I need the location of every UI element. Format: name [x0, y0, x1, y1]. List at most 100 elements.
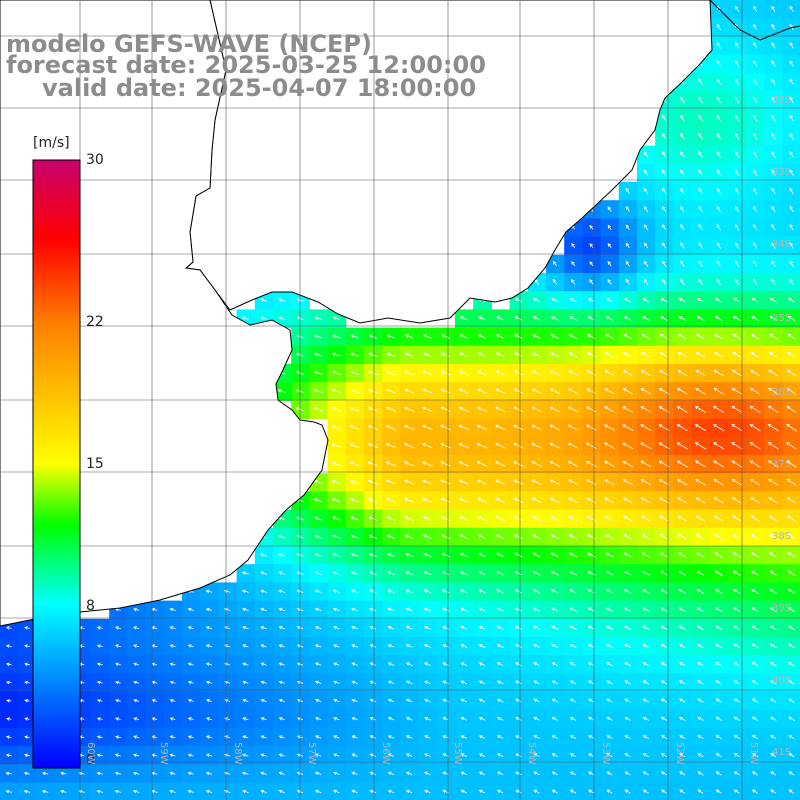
wind-arrow: [476, 424, 488, 431]
wind-arrow: [643, 169, 649, 176]
wind-arrow: [751, 607, 759, 613]
wind-arrow: [115, 717, 121, 721]
wind-arrow: [695, 515, 706, 522]
wind-arrow: [751, 588, 759, 594]
wind-arrow: [386, 370, 396, 376]
wind-arrow: [713, 369, 724, 377]
wind-arrow: [132, 771, 140, 776]
model-title: modelo GEFS-WAVE (NCEP): [6, 30, 372, 58]
wind-arrow: [460, 789, 468, 794]
wind-arrow: [585, 442, 597, 449]
wind-cell: [782, 509, 800, 529]
wind-arrow: [533, 717, 540, 721]
latitude-label: 35S: [772, 313, 792, 324]
wind-arrow: [496, 644, 504, 648]
wind-arrow: [623, 334, 632, 340]
wind-arrow: [642, 789, 649, 794]
wind-arrow: [478, 607, 486, 612]
wind-arrow: [568, 552, 578, 558]
wind-arrow: [333, 644, 340, 648]
wind-arrow: [731, 387, 743, 395]
wind-arrow: [696, 643, 704, 649]
wind-arrow: [187, 753, 194, 757]
wind-arrow: [169, 753, 176, 757]
wind-arrow: [624, 643, 632, 649]
wind-arrow: [477, 334, 487, 339]
wind-arrow: [713, 497, 724, 504]
wind-arrow: [734, 278, 740, 286]
wind-arrow: [315, 735, 322, 739]
wind-arrow: [771, 169, 776, 176]
wind-arrow: [733, 789, 740, 794]
wind-arrow: [640, 370, 651, 376]
wind-arrow: [624, 735, 631, 739]
wind-arrow: [716, 205, 722, 213]
wind-arrow: [531, 406, 542, 413]
colorbar-unit: [m/s]: [33, 135, 70, 151]
wind-arrow: [605, 644, 613, 649]
wind-arrow: [661, 151, 667, 158]
wind-arrow: [314, 589, 322, 593]
wind-arrow: [532, 607, 541, 612]
wind-arrow: [753, 242, 758, 249]
wind-cell: [637, 782, 656, 800]
colorbar-tick-label: 30: [86, 152, 104, 168]
wind-arrow: [531, 424, 542, 431]
wind-arrow: [349, 461, 360, 467]
wind-cell: [163, 782, 183, 800]
wind-arrow: [315, 753, 322, 757]
wind-arrow: [260, 717, 267, 721]
wind-arrow: [60, 771, 67, 776]
wind-arrow: [441, 334, 450, 339]
wind-arrow: [458, 497, 469, 503]
wind-arrow: [551, 644, 559, 648]
wind-arrow: [678, 680, 686, 685]
wind-arrow: [588, 735, 595, 739]
wind-arrow: [751, 716, 759, 721]
wind-arrow: [532, 552, 541, 558]
wind-cell: [782, 546, 800, 565]
wind-arrow: [787, 351, 796, 358]
wind-arrow: [771, 132, 776, 140]
wind-cell: [345, 782, 365, 800]
wind-arrow: [333, 771, 340, 775]
wind-arrow: [552, 261, 558, 267]
wind-arrow: [367, 406, 378, 412]
wind-arrow: [640, 460, 652, 468]
wind-arrow: [459, 571, 468, 576]
wind-arrow: [753, 5, 758, 13]
longitude-label: 59W: [158, 742, 169, 765]
wind-arrow: [734, 223, 740, 231]
wind-cell: [473, 782, 492, 800]
wind-arrow: [533, 698, 540, 703]
wind-arrow: [404, 352, 414, 357]
wind-arrow: [606, 717, 613, 721]
wind-arrow: [731, 497, 742, 504]
wind-arrow: [169, 789, 176, 794]
wind-arrow: [114, 789, 122, 794]
wind-arrow: [679, 771, 686, 776]
wind-arrow: [478, 589, 486, 594]
wind-arrow: [658, 460, 670, 468]
wind-arrow: [733, 680, 741, 685]
latitude-label: 40S: [772, 675, 792, 686]
wind-arrow: [786, 405, 797, 414]
wind-arrow: [680, 114, 685, 122]
wind-arrow: [771, 114, 776, 122]
wind-cell: [782, 600, 800, 620]
wind-arrow: [789, 242, 794, 249]
wind-arrow: [567, 406, 579, 413]
wind-arrow: [422, 479, 433, 485]
wind-arrow: [589, 261, 594, 267]
wind-arrow: [242, 662, 249, 666]
wind-arrow: [625, 278, 631, 285]
wind-arrow: [753, 278, 758, 286]
wind-arrow: [569, 625, 577, 630]
wind-arrow: [332, 516, 341, 521]
wind-arrow: [369, 644, 377, 648]
wind-arrow: [605, 298, 613, 303]
wind-arrow: [732, 552, 742, 558]
wind-arrow: [769, 552, 778, 558]
wind-arrow: [606, 771, 613, 776]
wind-arrow: [605, 534, 614, 540]
